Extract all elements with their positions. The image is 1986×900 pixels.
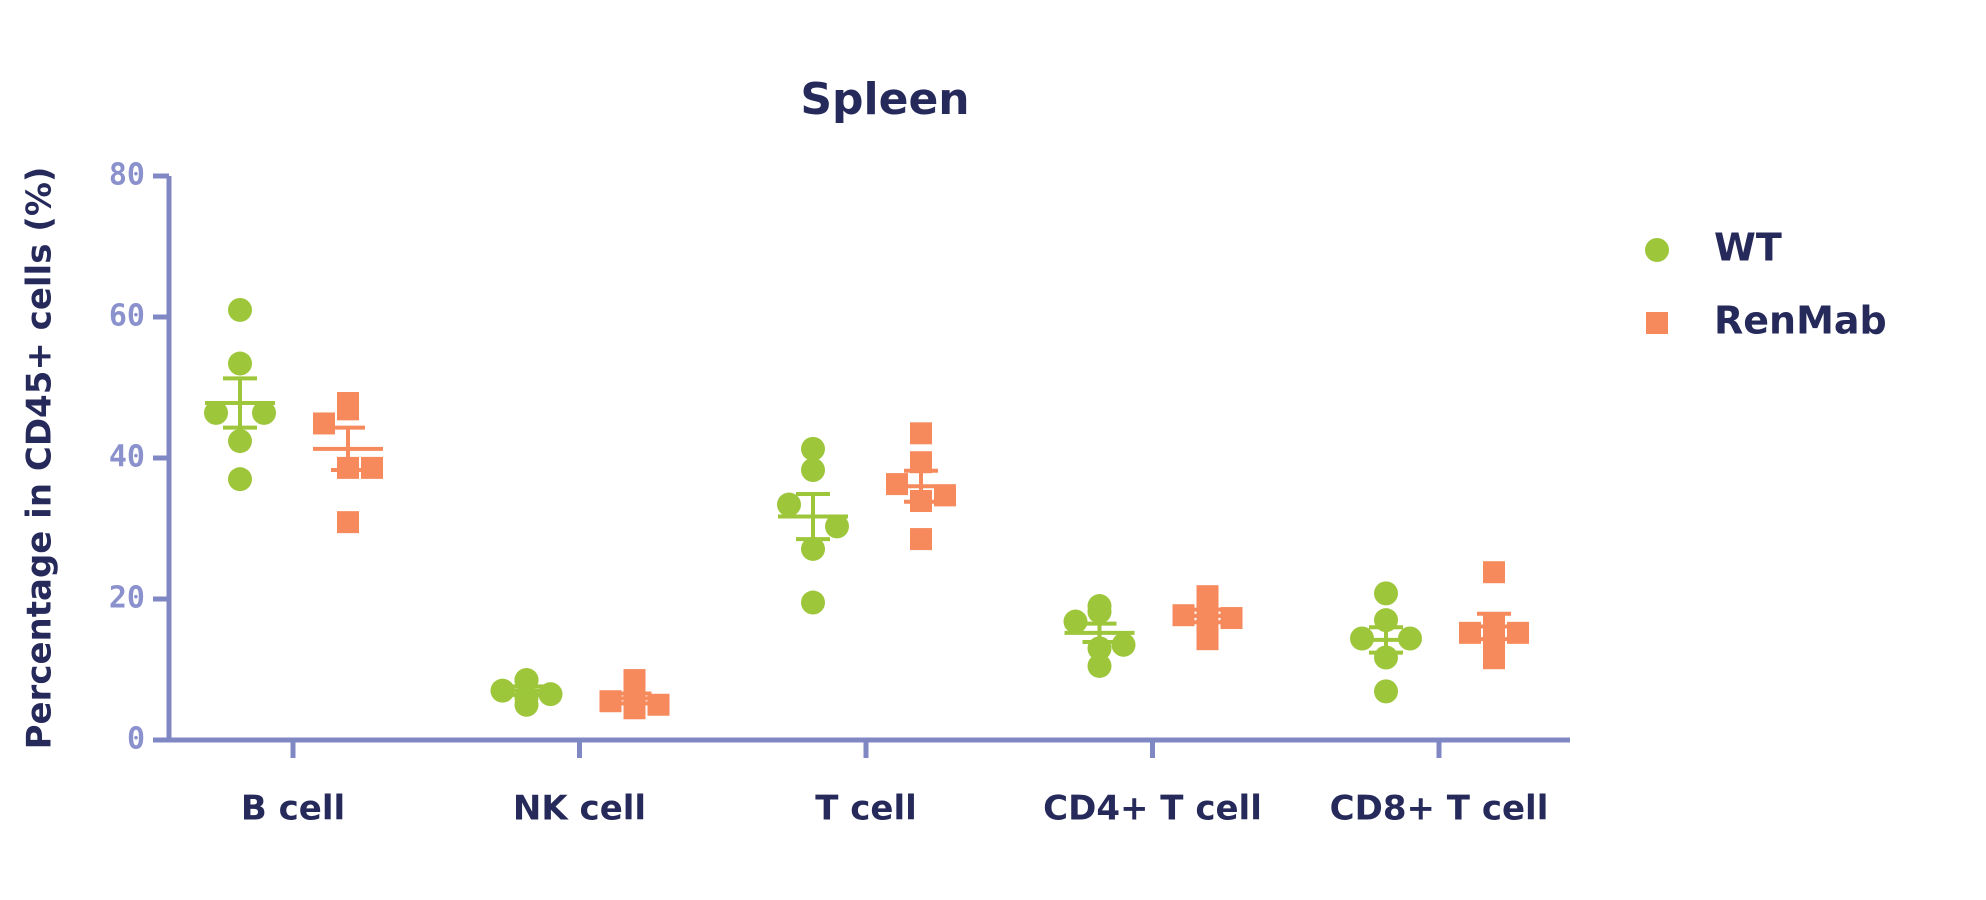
y-tick-label: 80: [109, 158, 145, 193]
data-point: [910, 451, 932, 474]
data-point: [599, 690, 622, 713]
data-point: [514, 692, 539, 717]
data-point: [910, 528, 932, 551]
x-tick-label: NK cell: [513, 789, 646, 829]
x-tick-label: T cell: [815, 789, 917, 829]
data-point: [337, 398, 359, 421]
data-point: [228, 297, 252, 322]
x-tick-label: CD8+ T cell: [1330, 789, 1549, 829]
y-tick-label: 20: [109, 581, 145, 616]
data-point: [801, 457, 825, 482]
data-point: [1087, 653, 1112, 678]
data-point: [313, 412, 335, 435]
legend-label: WT: [1714, 226, 1782, 270]
data-point: [1063, 609, 1088, 634]
data-point: [252, 400, 276, 425]
data-point: [1483, 647, 1505, 670]
legend-marker: [1646, 312, 1668, 334]
data-point: [228, 467, 252, 492]
legend-label: RenMab: [1714, 299, 1887, 343]
data-point: [1111, 632, 1136, 657]
data-point: [801, 436, 825, 461]
y-tick-label: 0: [127, 722, 145, 757]
data-point: [1087, 599, 1112, 624]
data-point: [886, 473, 908, 496]
data-point: [228, 351, 252, 376]
chart-title: Spleen: [800, 74, 969, 125]
data-point: [1374, 679, 1398, 704]
y-axis-label: Percentage in CD45+ cells (%): [20, 167, 60, 750]
data-point: [1220, 607, 1243, 630]
legend-marker: [1645, 238, 1669, 262]
data-point: [777, 492, 801, 517]
data-point: [934, 484, 956, 507]
data-point: [910, 422, 932, 445]
data-point: [361, 456, 383, 479]
data-point: [801, 536, 825, 561]
data-point: [1374, 581, 1398, 606]
data-point: [801, 590, 825, 615]
y-tick-label: 60: [109, 299, 145, 334]
data-point: [1196, 628, 1219, 651]
x-tick-label: CD4+ T cell: [1043, 789, 1262, 829]
y-tick-label: 40: [109, 440, 145, 475]
data-point: [825, 514, 849, 539]
data-point: [228, 429, 252, 454]
data-point: [538, 682, 563, 707]
data-point: [337, 511, 359, 534]
data-point: [204, 400, 228, 425]
data-point: [1483, 561, 1505, 584]
x-tick-label: B cell: [241, 789, 345, 829]
